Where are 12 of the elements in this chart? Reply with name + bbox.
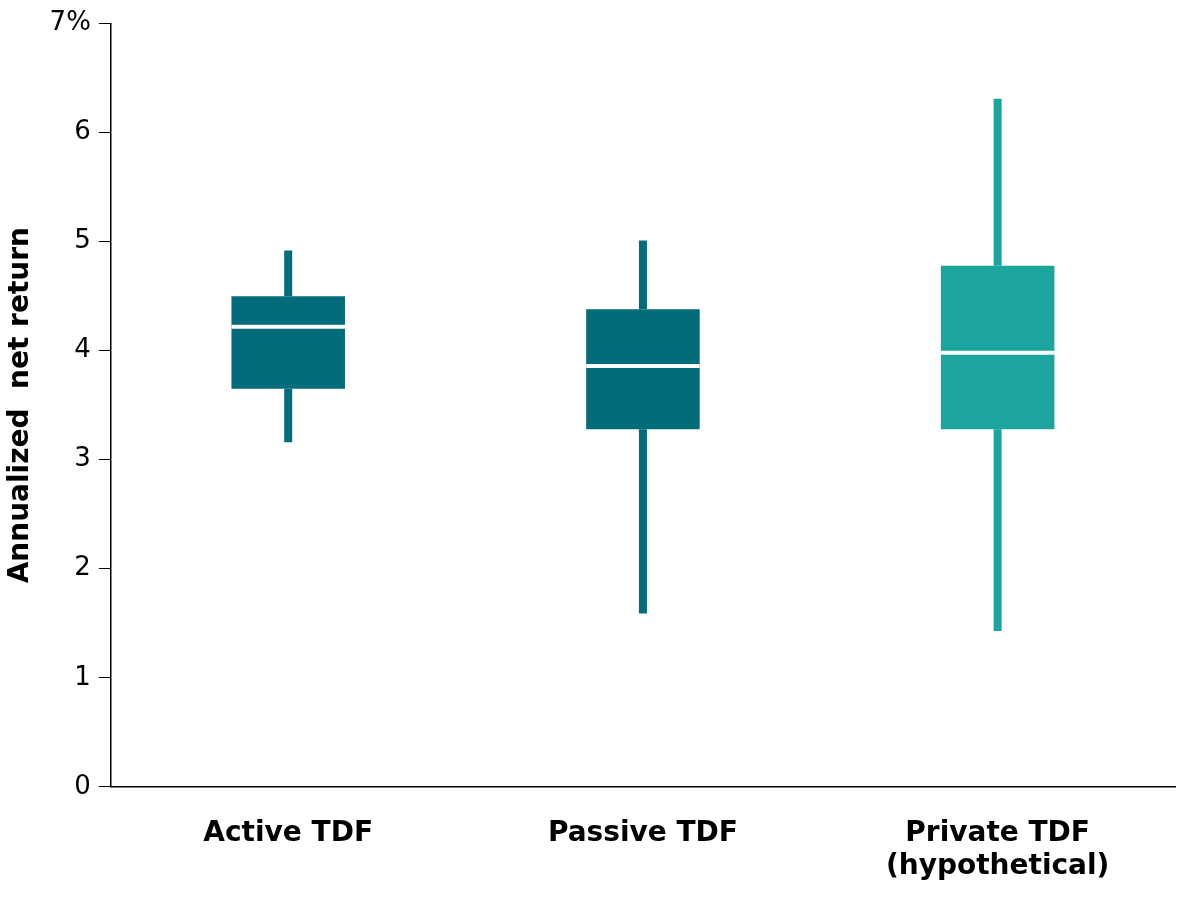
y-tick-label: 6 bbox=[74, 115, 91, 146]
y-tick-label: 3 bbox=[74, 442, 91, 473]
y-tick-label: 0 bbox=[74, 769, 91, 800]
y-tick-label: 2 bbox=[74, 551, 91, 582]
y-tick-label: 7% bbox=[49, 6, 91, 37]
x-tick-label: Passive TDF bbox=[547, 814, 738, 848]
y-tick-label: 1 bbox=[74, 660, 91, 691]
y-tick-label: 4 bbox=[74, 333, 91, 364]
y-axis-title: Annualized net return bbox=[2, 227, 36, 584]
x-tick-label: Active TDF bbox=[203, 814, 374, 848]
y-tick-label: 5 bbox=[74, 224, 91, 255]
x-tick-label: Private TDF (hypothetical) bbox=[885, 814, 1110, 882]
